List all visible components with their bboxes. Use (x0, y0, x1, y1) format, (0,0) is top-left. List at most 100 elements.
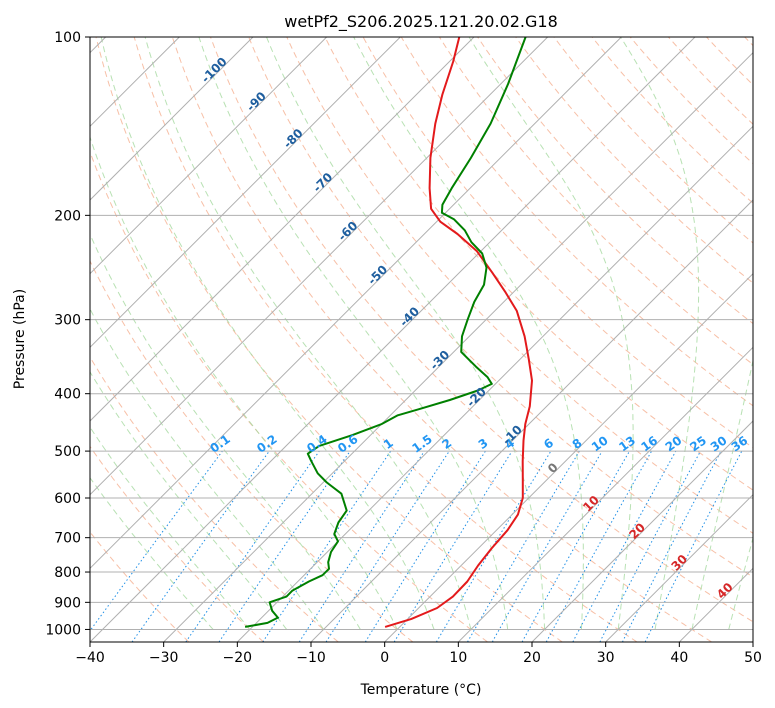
isotherm-label: -40 (397, 304, 422, 329)
mixing-ratio-line (545, 450, 653, 642)
dry-adiabat (95, 37, 563, 642)
mixing-ratio-line (90, 450, 223, 632)
isotherm (752, 641, 753, 642)
dry-adiabat (171, 37, 712, 642)
moist-adiabat (691, 358, 753, 630)
isotherm (236, 125, 753, 642)
dry-adiabat (706, 37, 753, 86)
y-tick-label: 600 (54, 491, 81, 507)
mixing-ratio-label: 0.4 (304, 432, 329, 456)
moist-adiabat (144, 37, 472, 630)
background-lines (90, 37, 753, 642)
profile-lines (244, 37, 533, 628)
dry-adiabat (324, 37, 753, 491)
moist-adiabat (198, 37, 509, 630)
isotherm (90, 37, 696, 642)
isotherm (384, 272, 753, 642)
isotherm-label: 40 (714, 580, 736, 602)
chart-title: wetPf2_S206.2025.121.20.02.G18 (284, 12, 558, 32)
dry-adiabat (90, 259, 414, 642)
isotherm-label: 10 (580, 493, 602, 515)
mixing-ratio-line (262, 450, 392, 642)
x-tick-label: 10 (449, 650, 467, 666)
isotherm-label: -30 (427, 348, 452, 373)
dry-adiabat (286, 37, 753, 534)
temperature-profile (384, 37, 533, 628)
x-tick-label: 50 (744, 650, 762, 666)
moist-adiabat (620, 37, 700, 630)
dry-adiabat (553, 37, 753, 244)
isotherm (90, 37, 401, 349)
mixing-ratio-label: 0.6 (335, 432, 360, 456)
isotherm (90, 37, 549, 496)
isotherm (90, 37, 622, 570)
x-tick-label: 20 (523, 650, 541, 666)
y-axis-label: Pressure (hPa) (12, 289, 28, 389)
moist-adiabat (90, 476, 214, 630)
mixing-ratio-label: 3 (476, 436, 491, 452)
mixing-ratio-label: 1.5 (409, 432, 434, 456)
x-tick-label: −10 (296, 650, 326, 666)
moist-adiabat (100, 37, 435, 630)
x-tick-label: −40 (75, 650, 105, 666)
isotherm-label: -80 (281, 126, 306, 151)
dewpoint-profile (244, 37, 527, 628)
isotherm (531, 420, 753, 642)
y-tick-label: 700 (54, 531, 81, 547)
x-axis-label: Temperature (°C) (360, 682, 482, 698)
moist-adiabat (728, 536, 753, 630)
dry-adiabat (90, 531, 190, 642)
isotherm-label: -100 (199, 55, 230, 86)
mixing-ratio-line (644, 450, 743, 642)
mixing-ratio-line (325, 450, 450, 642)
mixing-ratio-line (218, 450, 351, 642)
isotherm-label: 30 (668, 552, 690, 574)
isotherm-label: -60 (335, 219, 360, 244)
isotherm (163, 51, 753, 642)
y-tick-label: 900 (54, 595, 81, 611)
x-tick-label: 0 (380, 650, 389, 666)
dry-adiabat (133, 37, 638, 642)
mixing-ratio-label: 6 (541, 436, 556, 452)
y-tick-label: 300 (54, 313, 81, 329)
isotherm-label: -90 (244, 89, 269, 114)
y-tick-label: 100 (54, 30, 81, 46)
dry-adiabat (210, 37, 753, 623)
dry-adiabat (591, 37, 753, 204)
isotherm-label: -50 (365, 262, 390, 287)
dry-adiabat (668, 37, 753, 125)
isotherm-label: -10 (500, 422, 525, 447)
mixing-ratio-line (521, 450, 630, 642)
isotherm (90, 37, 328, 275)
dry-adiabat (248, 37, 753, 578)
dry-adiabat (515, 37, 753, 284)
y-tick-label: 800 (54, 565, 81, 581)
moist-adiabat (353, 37, 584, 630)
moist-adiabat (266, 37, 546, 630)
isotherm (90, 37, 475, 422)
mixing-ratio-line (393, 450, 513, 642)
moist-adiabat (90, 308, 324, 630)
isotherm-label: 20 (626, 520, 648, 542)
moist-adiabat (90, 233, 361, 630)
y-tick-label: 500 (54, 444, 81, 460)
dry-adiabat (90, 445, 264, 642)
mixing-ratio-label: 2 (440, 436, 455, 452)
y-tick-label: 200 (54, 208, 81, 224)
moist-adiabat (90, 426, 251, 630)
x-tick-label: 40 (670, 650, 688, 666)
y-tick-label: 1000 (45, 622, 81, 638)
moist-adiabat (90, 370, 288, 630)
mixing-ratio-line (131, 450, 270, 642)
isotherm-label: 0 (545, 460, 561, 476)
x-tick-label: 30 (597, 650, 615, 666)
isotherm (678, 567, 753, 642)
mixing-ratio-line (599, 450, 701, 642)
moist-adiabat (90, 135, 398, 630)
y-tick-label: 400 (54, 387, 81, 403)
isotherm (605, 493, 753, 642)
moist-adiabat (468, 37, 634, 630)
isotherm (90, 37, 254, 201)
dry-adiabat (90, 150, 488, 642)
